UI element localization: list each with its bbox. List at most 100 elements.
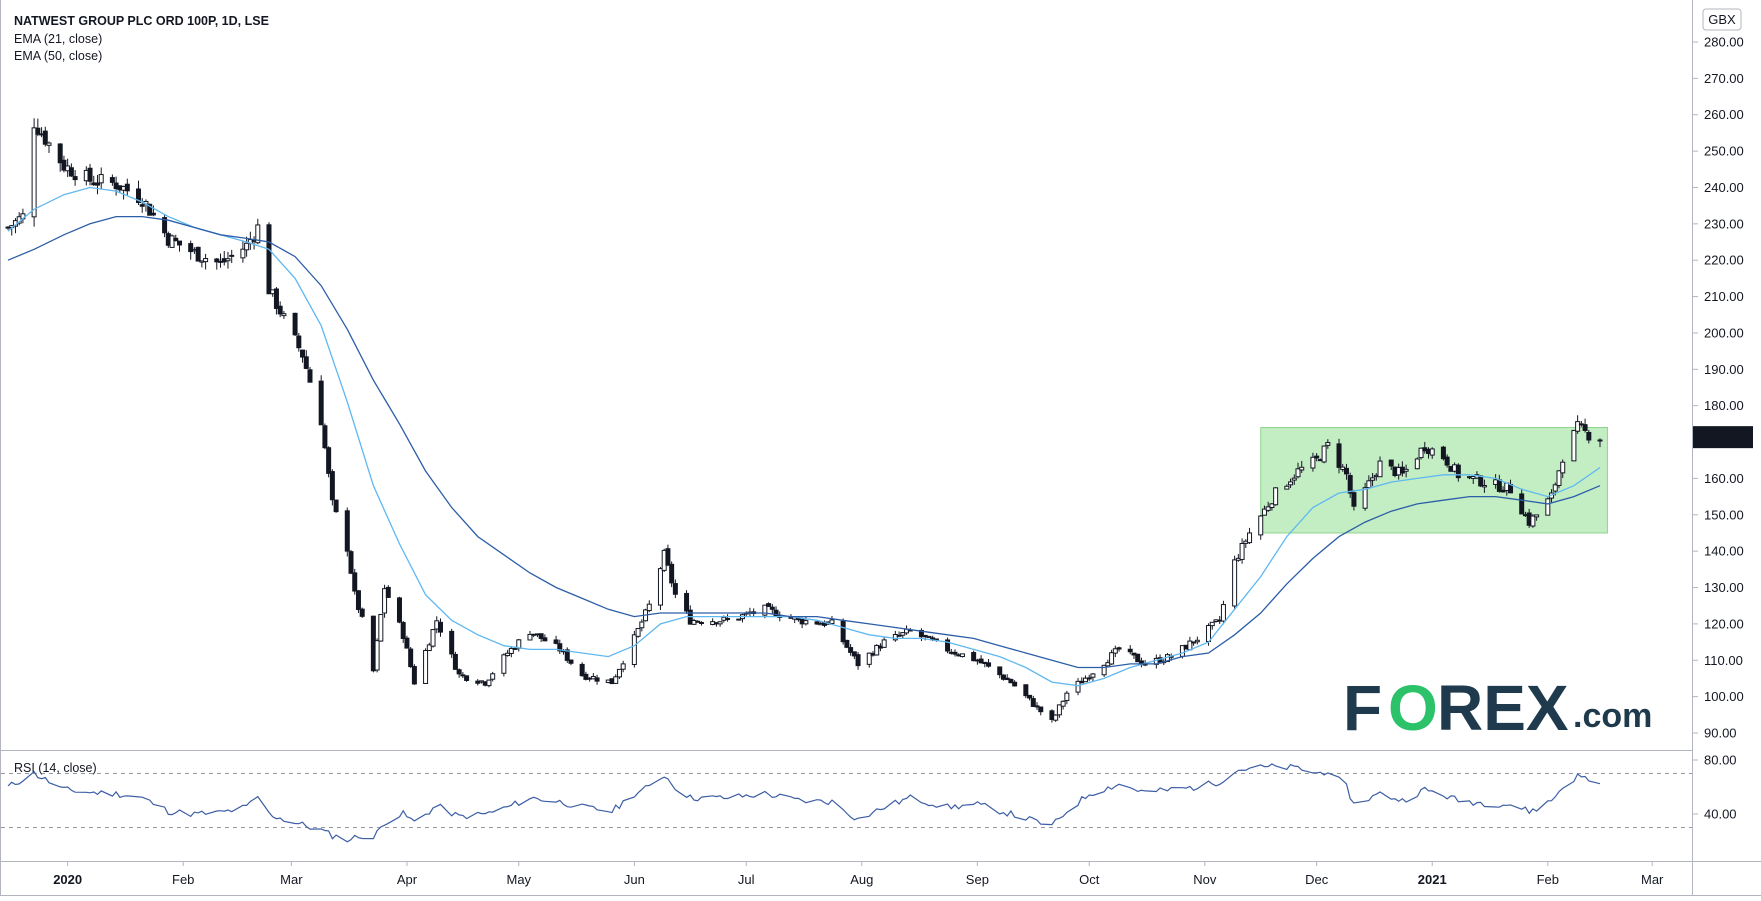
candle-body-down xyxy=(322,425,328,449)
candles-layer xyxy=(5,118,1603,723)
symbol-title: NATWEST GROUP PLC ORD 100P, 1D, LSE xyxy=(14,14,269,28)
candle xyxy=(460,672,466,679)
candle xyxy=(508,646,514,658)
time-axis[interactable]: 2020 Feb Mar Apr May Jun Jul Aug Sep Oct Nov Dec 202… xyxy=(53,862,1664,887)
candle-body-up xyxy=(1269,503,1275,508)
candle xyxy=(1295,462,1301,479)
candle xyxy=(1209,621,1215,630)
candle xyxy=(1336,438,1342,474)
candle xyxy=(672,579,678,599)
candle-body-up xyxy=(1321,445,1327,463)
rsi-legend: RSI (14, close) xyxy=(14,761,97,775)
candle xyxy=(464,675,470,682)
time-tick-label: Dec xyxy=(1305,872,1329,887)
candle-body-up xyxy=(46,142,52,146)
candle-body-up xyxy=(1560,461,1566,474)
candle-body-down xyxy=(94,182,100,186)
candle-body-down xyxy=(672,583,678,595)
candle-body-down xyxy=(109,177,115,183)
candle xyxy=(382,584,388,618)
currency-badge[interactable]: GBX xyxy=(1708,12,1736,27)
logo-letter-f: F xyxy=(1343,672,1382,744)
candle xyxy=(203,253,209,270)
candle xyxy=(695,620,701,623)
candle xyxy=(300,349,306,363)
time-tick-label: May xyxy=(507,872,532,887)
candle-body-down xyxy=(385,586,391,598)
candle xyxy=(851,651,857,660)
price-tick-label: 260.00 xyxy=(1704,107,1744,122)
logo-letter-o: O xyxy=(1388,672,1438,744)
candle xyxy=(449,628,455,658)
candle-body-down xyxy=(1336,443,1342,468)
candle-body-down xyxy=(1004,677,1010,681)
candle-body-up xyxy=(866,652,872,665)
ema50-legend: EMA (50, close) xyxy=(14,49,102,63)
candle xyxy=(326,446,332,478)
consolidation-range-box[interactable] xyxy=(1260,427,1608,534)
candle xyxy=(527,630,533,641)
candle xyxy=(1265,501,1271,513)
candle xyxy=(46,141,52,153)
candle-body-up xyxy=(508,647,514,654)
candle xyxy=(840,618,846,645)
candle-body-down xyxy=(579,663,585,677)
candle-body-down xyxy=(359,608,365,617)
candle-body-up xyxy=(1429,448,1435,456)
candle xyxy=(348,549,354,575)
price-tick-label: 270.00 xyxy=(1704,71,1744,86)
candle-body-up xyxy=(900,632,906,636)
candle xyxy=(1109,649,1115,665)
candle xyxy=(1112,645,1118,658)
candle xyxy=(635,627,641,638)
candle xyxy=(814,621,820,625)
candle-body-down xyxy=(303,356,309,369)
candle xyxy=(404,635,410,649)
candle xyxy=(1239,538,1245,564)
candle-body-down xyxy=(840,620,846,643)
candle xyxy=(35,118,41,137)
candle-body-up xyxy=(98,174,104,184)
candle xyxy=(87,163,93,186)
candle-body-up xyxy=(1571,429,1577,462)
price-tick-label: 230.00 xyxy=(1704,216,1744,231)
candle xyxy=(1403,464,1409,478)
price-tick-label: 240.00 xyxy=(1704,180,1744,195)
currency-badge-frame[interactable] xyxy=(1702,8,1742,31)
candle-body-up xyxy=(1403,468,1409,472)
candle-body-down xyxy=(553,639,559,644)
candle-body-up xyxy=(1060,700,1066,707)
candle-body-down xyxy=(396,597,402,623)
candle-body-down xyxy=(594,677,600,682)
time-tick-label: Oct xyxy=(1079,872,1100,887)
candle-body-down xyxy=(851,651,857,657)
candle-body-up xyxy=(281,313,287,317)
candle-body-up xyxy=(229,254,235,257)
candle-body-down xyxy=(1038,706,1044,713)
candle xyxy=(620,660,626,673)
candle-body-up xyxy=(1295,468,1301,478)
candle xyxy=(631,630,637,668)
candle xyxy=(646,600,652,613)
candle xyxy=(400,620,406,643)
candle xyxy=(1116,646,1122,652)
candle-body-up xyxy=(616,668,622,678)
candle xyxy=(844,639,850,649)
price-tick-label: 210.00 xyxy=(1704,289,1744,304)
candle xyxy=(42,126,48,147)
price-axis[interactable]: 90.00 100.00 110.00 120.00 130.00 140.00 150.0… xyxy=(1693,35,1744,822)
candle xyxy=(1343,463,1349,480)
time-tick-label: Jul xyxy=(738,872,755,887)
candle-body-up xyxy=(1209,621,1215,627)
candle xyxy=(564,647,570,663)
candle xyxy=(1004,674,1010,681)
candle-body-down xyxy=(292,312,298,336)
candle xyxy=(225,251,231,269)
candle xyxy=(1366,475,1372,490)
candle-body-up xyxy=(1109,652,1115,665)
candle-body-up xyxy=(959,653,965,658)
candle-body-up xyxy=(255,224,261,244)
candle xyxy=(866,652,872,668)
